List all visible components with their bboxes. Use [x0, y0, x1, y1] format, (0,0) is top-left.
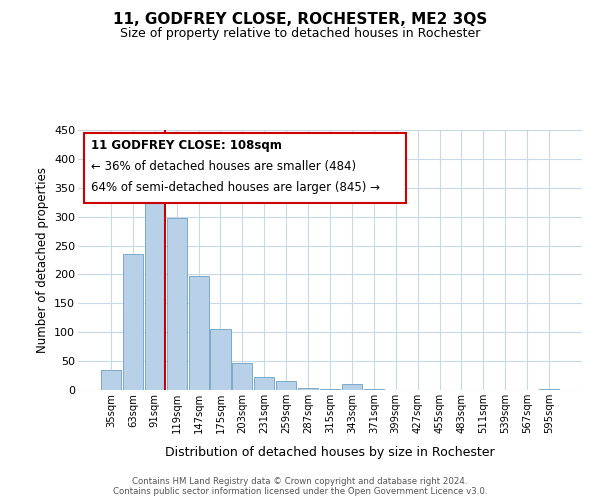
Bar [145, 176, 165, 390]
Bar [167, 218, 187, 390]
Y-axis label: Number of detached properties: Number of detached properties [35, 167, 49, 353]
Text: ← 36% of detached houses are smaller (484): ← 36% of detached houses are smaller (48… [91, 160, 356, 173]
Bar [211, 330, 230, 390]
Text: Distribution of detached houses by size in Rochester: Distribution of detached houses by size … [165, 446, 495, 459]
Text: Contains public sector information licensed under the Open Government Licence v3: Contains public sector information licen… [113, 486, 487, 496]
Text: 11 GODFREY CLOSE: 108sqm: 11 GODFREY CLOSE: 108sqm [91, 138, 282, 151]
Bar [101, 370, 121, 390]
Bar [188, 276, 209, 390]
Bar [123, 254, 143, 390]
Bar [254, 376, 274, 390]
Bar [232, 363, 253, 390]
Bar [276, 382, 296, 390]
Text: Contains HM Land Registry data © Crown copyright and database right 2024.: Contains HM Land Registry data © Crown c… [132, 476, 468, 486]
Text: 11, GODFREY CLOSE, ROCHESTER, ME2 3QS: 11, GODFREY CLOSE, ROCHESTER, ME2 3QS [113, 12, 487, 28]
Bar [342, 384, 362, 390]
Bar [298, 388, 318, 390]
Text: 64% of semi-detached houses are larger (845) →: 64% of semi-detached houses are larger (… [91, 182, 380, 194]
Text: Size of property relative to detached houses in Rochester: Size of property relative to detached ho… [120, 28, 480, 40]
